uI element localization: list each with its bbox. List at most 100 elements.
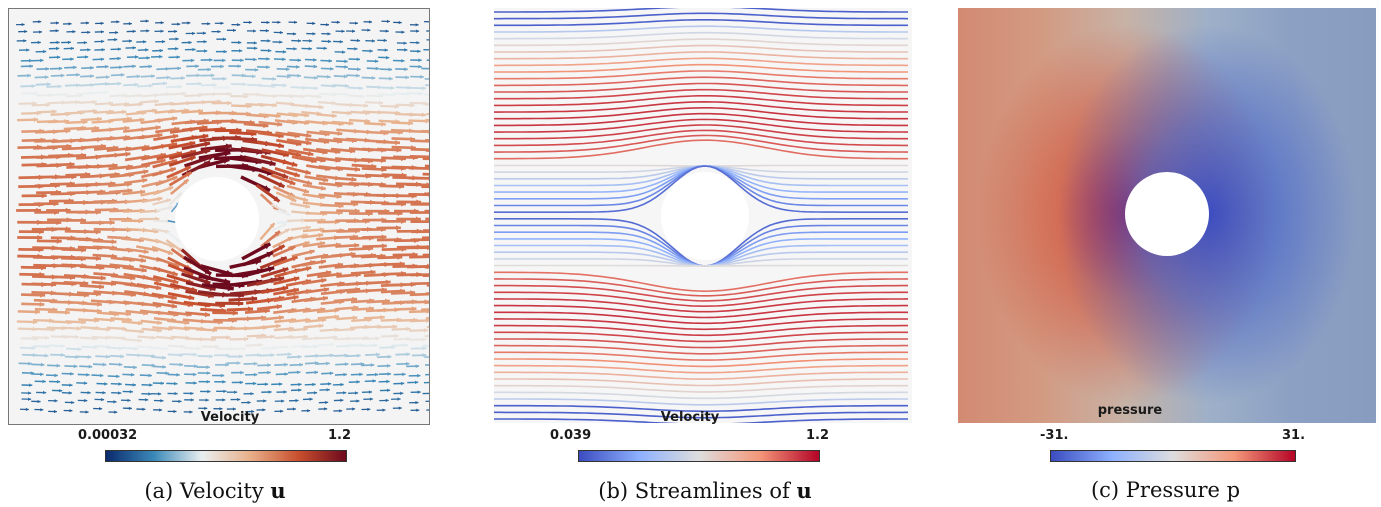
velocity-arrow <box>366 372 379 377</box>
velocity-arrow <box>170 76 185 81</box>
velocity-arrow <box>332 92 349 97</box>
velocity-arrow <box>183 154 215 168</box>
velocity-arrow <box>348 57 361 62</box>
velocity-arrow <box>61 326 82 331</box>
velocity-arrow <box>361 76 376 80</box>
velocity-arrow <box>276 67 290 72</box>
velocity-arrow <box>242 250 274 267</box>
velocity-arrow <box>151 167 177 177</box>
velocity-arrow <box>286 138 312 146</box>
streamline <box>494 411 909 419</box>
velocity-arrow <box>346 407 356 411</box>
velocity-arrow <box>47 309 70 315</box>
velocity-arrow <box>16 39 27 43</box>
velocity-arrow <box>184 47 196 52</box>
velocity-arrow <box>91 335 110 340</box>
velocity-arrow <box>379 398 389 403</box>
streamline <box>494 165 908 213</box>
velocity-arrow <box>286 47 297 51</box>
velocity-arrow <box>186 81 202 86</box>
velocity-arrow <box>107 400 117 404</box>
velocity-arrow <box>409 23 419 27</box>
velocity-arrow <box>140 19 149 23</box>
velocity-arrow <box>287 131 312 139</box>
streamline <box>494 391 908 400</box>
velocity-arrow <box>333 409 343 413</box>
velocity-arrow <box>409 328 429 333</box>
streamline <box>494 51 908 60</box>
streamline <box>494 129 908 147</box>
velocity-arrow <box>366 66 380 71</box>
velocity-arrow <box>229 336 249 342</box>
panel-streamlines: Velocity 0.039 1.2 (b) Streamlines of u <box>490 0 920 507</box>
velocity-arrow <box>152 48 163 53</box>
velocity-arrow <box>406 91 424 96</box>
velocity-arrow <box>48 399 58 403</box>
velocity-arrow <box>122 372 135 377</box>
velocity-arrow <box>152 301 178 309</box>
velocity-arrow <box>392 406 402 410</box>
velocity-arrow <box>61 383 73 387</box>
velocity-arrow <box>335 362 349 367</box>
velocity-arrow <box>166 381 178 386</box>
colorbar-min-label: 0.00032 <box>78 428 138 443</box>
velocity-arrow <box>256 304 283 311</box>
velocity-arrow <box>409 64 422 69</box>
caption-symbol: u <box>796 478 812 503</box>
velocity-arrow <box>32 318 54 324</box>
velocity-arrow <box>350 372 363 377</box>
velocity-arrow <box>80 74 94 79</box>
velocity-arrow <box>246 29 257 33</box>
panel-pressure: pressure -31. 31. (c) Pressure p <box>950 0 1381 507</box>
velocity-arrow <box>396 361 410 366</box>
velocity-arrow <box>378 379 390 384</box>
velocity-arrow <box>331 110 352 116</box>
velocity-arrow <box>216 389 227 394</box>
velocity-arrow <box>410 346 427 351</box>
velocity-arrow <box>136 282 162 291</box>
velocity-arrow <box>395 75 410 80</box>
velocity-arrow <box>197 67 211 72</box>
velocity-arrow <box>47 118 70 124</box>
velocity-arrow <box>77 398 88 403</box>
velocity-arrow <box>140 319 163 325</box>
velocity-arrow <box>304 175 329 183</box>
velocity-arrow <box>287 94 306 99</box>
velocity-arrow <box>320 382 332 386</box>
velocity-arrow <box>366 279 391 285</box>
velocity-arrow <box>139 373 152 378</box>
streamline <box>494 291 908 308</box>
velocity-arrow <box>183 346 201 351</box>
velocity-arrow <box>271 382 283 386</box>
streamline <box>494 271 908 293</box>
streamlines-plot <box>494 8 909 423</box>
velocity-arrow <box>61 334 80 340</box>
velocity-arrow <box>168 191 183 206</box>
colorbar-max-label: 1.2 <box>328 428 352 443</box>
velocity-arrow <box>334 372 347 377</box>
velocity-arrow <box>302 183 326 191</box>
velocity-arrow <box>151 392 162 396</box>
velocity-arrow <box>36 93 53 98</box>
velocity-arrow <box>122 256 147 263</box>
velocity-arrow <box>36 238 62 244</box>
pressure-plot <box>958 8 1376 423</box>
velocity-arrow <box>273 57 286 62</box>
velocity-arrow <box>394 306 417 312</box>
streamline <box>494 19 908 27</box>
velocity-arrow <box>393 20 402 25</box>
velocity-arrow <box>140 74 155 79</box>
velocity-arrow <box>21 371 35 375</box>
velocity-arrow <box>425 400 429 403</box>
velocity-arrow <box>423 48 429 51</box>
velocity-arrow <box>107 37 118 42</box>
velocity-arrow <box>48 46 60 51</box>
cylinder-obstacle <box>661 172 749 260</box>
velocity-arrow <box>124 329 145 334</box>
velocity-arrow <box>334 336 352 341</box>
velocity-arrow <box>288 176 313 186</box>
streamline <box>494 63 908 73</box>
velocity-arrow <box>260 48 272 53</box>
velocity-arrow <box>271 83 287 88</box>
velocity-arrow <box>214 353 230 358</box>
